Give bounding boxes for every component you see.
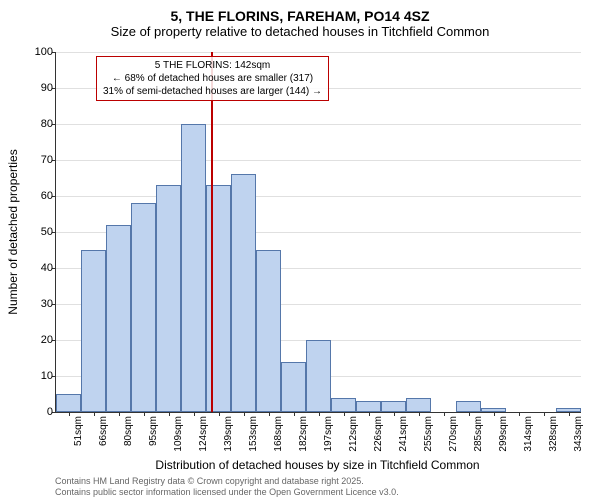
- footer-line: Contains HM Land Registry data © Crown c…: [55, 476, 399, 487]
- annotation-line: 5 THE FLORINS: 142sqm: [103, 59, 322, 72]
- y-tick-label: 30: [25, 298, 53, 310]
- histogram-bar: [406, 398, 431, 412]
- chart-subtitle: Size of property relative to detached ho…: [0, 24, 600, 45]
- y-tick-label: 80: [25, 118, 53, 130]
- x-tick-label: 139sqm: [223, 416, 234, 452]
- histogram-bar: [156, 185, 181, 412]
- x-tick-label: 153sqm: [248, 416, 259, 452]
- x-tick-label: 241sqm: [398, 416, 409, 452]
- x-tick-label: 343sqm: [573, 416, 584, 452]
- footer-line: Contains public sector information licen…: [55, 487, 399, 498]
- y-tick-label: 20: [25, 334, 53, 346]
- y-tick-label: 0: [25, 406, 53, 418]
- y-tick-label: 60: [25, 190, 53, 202]
- chart-title: 5, THE FLORINS, FAREHAM, PO14 4SZ: [0, 0, 600, 24]
- x-tick-label: 299sqm: [498, 416, 509, 452]
- x-tick-label: 66sqm: [98, 416, 109, 446]
- x-axis-label: Distribution of detached houses by size …: [55, 458, 580, 472]
- gridline: [56, 196, 581, 197]
- x-tick-label: 51sqm: [73, 416, 84, 446]
- x-tick-label: 255sqm: [423, 416, 434, 452]
- histogram-bar: [206, 185, 231, 412]
- x-tick-label: 314sqm: [523, 416, 534, 452]
- x-tick-label: 124sqm: [198, 416, 209, 452]
- chart-container: 5, THE FLORINS, FAREHAM, PO14 4SZ Size o…: [0, 0, 600, 500]
- histogram-bar: [356, 401, 381, 412]
- histogram-bar: [306, 340, 331, 412]
- histogram-bar: [131, 203, 156, 412]
- annotation-line: 31% of semi-detached houses are larger (…: [103, 85, 322, 98]
- x-tick-label: 80sqm: [123, 416, 134, 446]
- x-tick-label: 109sqm: [173, 416, 184, 452]
- gridline: [56, 160, 581, 161]
- histogram-bar: [106, 225, 131, 412]
- y-tick-label: 10: [25, 370, 53, 382]
- histogram-bar: [456, 401, 481, 412]
- gridline: [56, 124, 581, 125]
- histogram-bar: [331, 398, 356, 412]
- x-tick-label: 285sqm: [473, 416, 484, 452]
- x-tick-label: 270sqm: [448, 416, 459, 452]
- histogram-bar: [81, 250, 106, 412]
- y-axis-label: Number of detached properties: [6, 52, 20, 412]
- histogram-bar: [281, 362, 306, 412]
- y-tick-label: 40: [25, 262, 53, 274]
- histogram-bar: [56, 394, 81, 412]
- x-tick-label: 182sqm: [298, 416, 309, 452]
- reference-line: [211, 52, 213, 412]
- y-tick-label: 70: [25, 154, 53, 166]
- x-tick-label: 95sqm: [148, 416, 159, 446]
- x-tick-label: 168sqm: [273, 416, 284, 452]
- gridline: [56, 52, 581, 53]
- annotation-line: ← 68% of detached houses are smaller (31…: [103, 72, 322, 85]
- plot-area: 010203040506070809010051sqm66sqm80sqm95s…: [55, 52, 581, 413]
- y-tick-label: 100: [25, 46, 53, 58]
- x-tick-label: 226sqm: [373, 416, 384, 452]
- histogram-bar: [381, 401, 406, 412]
- annotation-box: 5 THE FLORINS: 142sqm← 68% of detached h…: [96, 56, 329, 101]
- x-tick-label: 328sqm: [548, 416, 559, 452]
- y-tick-label: 50: [25, 226, 53, 238]
- histogram-bar: [256, 250, 281, 412]
- attribution-footer: Contains HM Land Registry data © Crown c…: [55, 476, 399, 498]
- y-tick-label: 90: [25, 82, 53, 94]
- x-tick-label: 212sqm: [348, 416, 359, 452]
- histogram-bar: [181, 124, 206, 412]
- histogram-bar: [231, 174, 256, 412]
- x-tick-label: 197sqm: [323, 416, 334, 452]
